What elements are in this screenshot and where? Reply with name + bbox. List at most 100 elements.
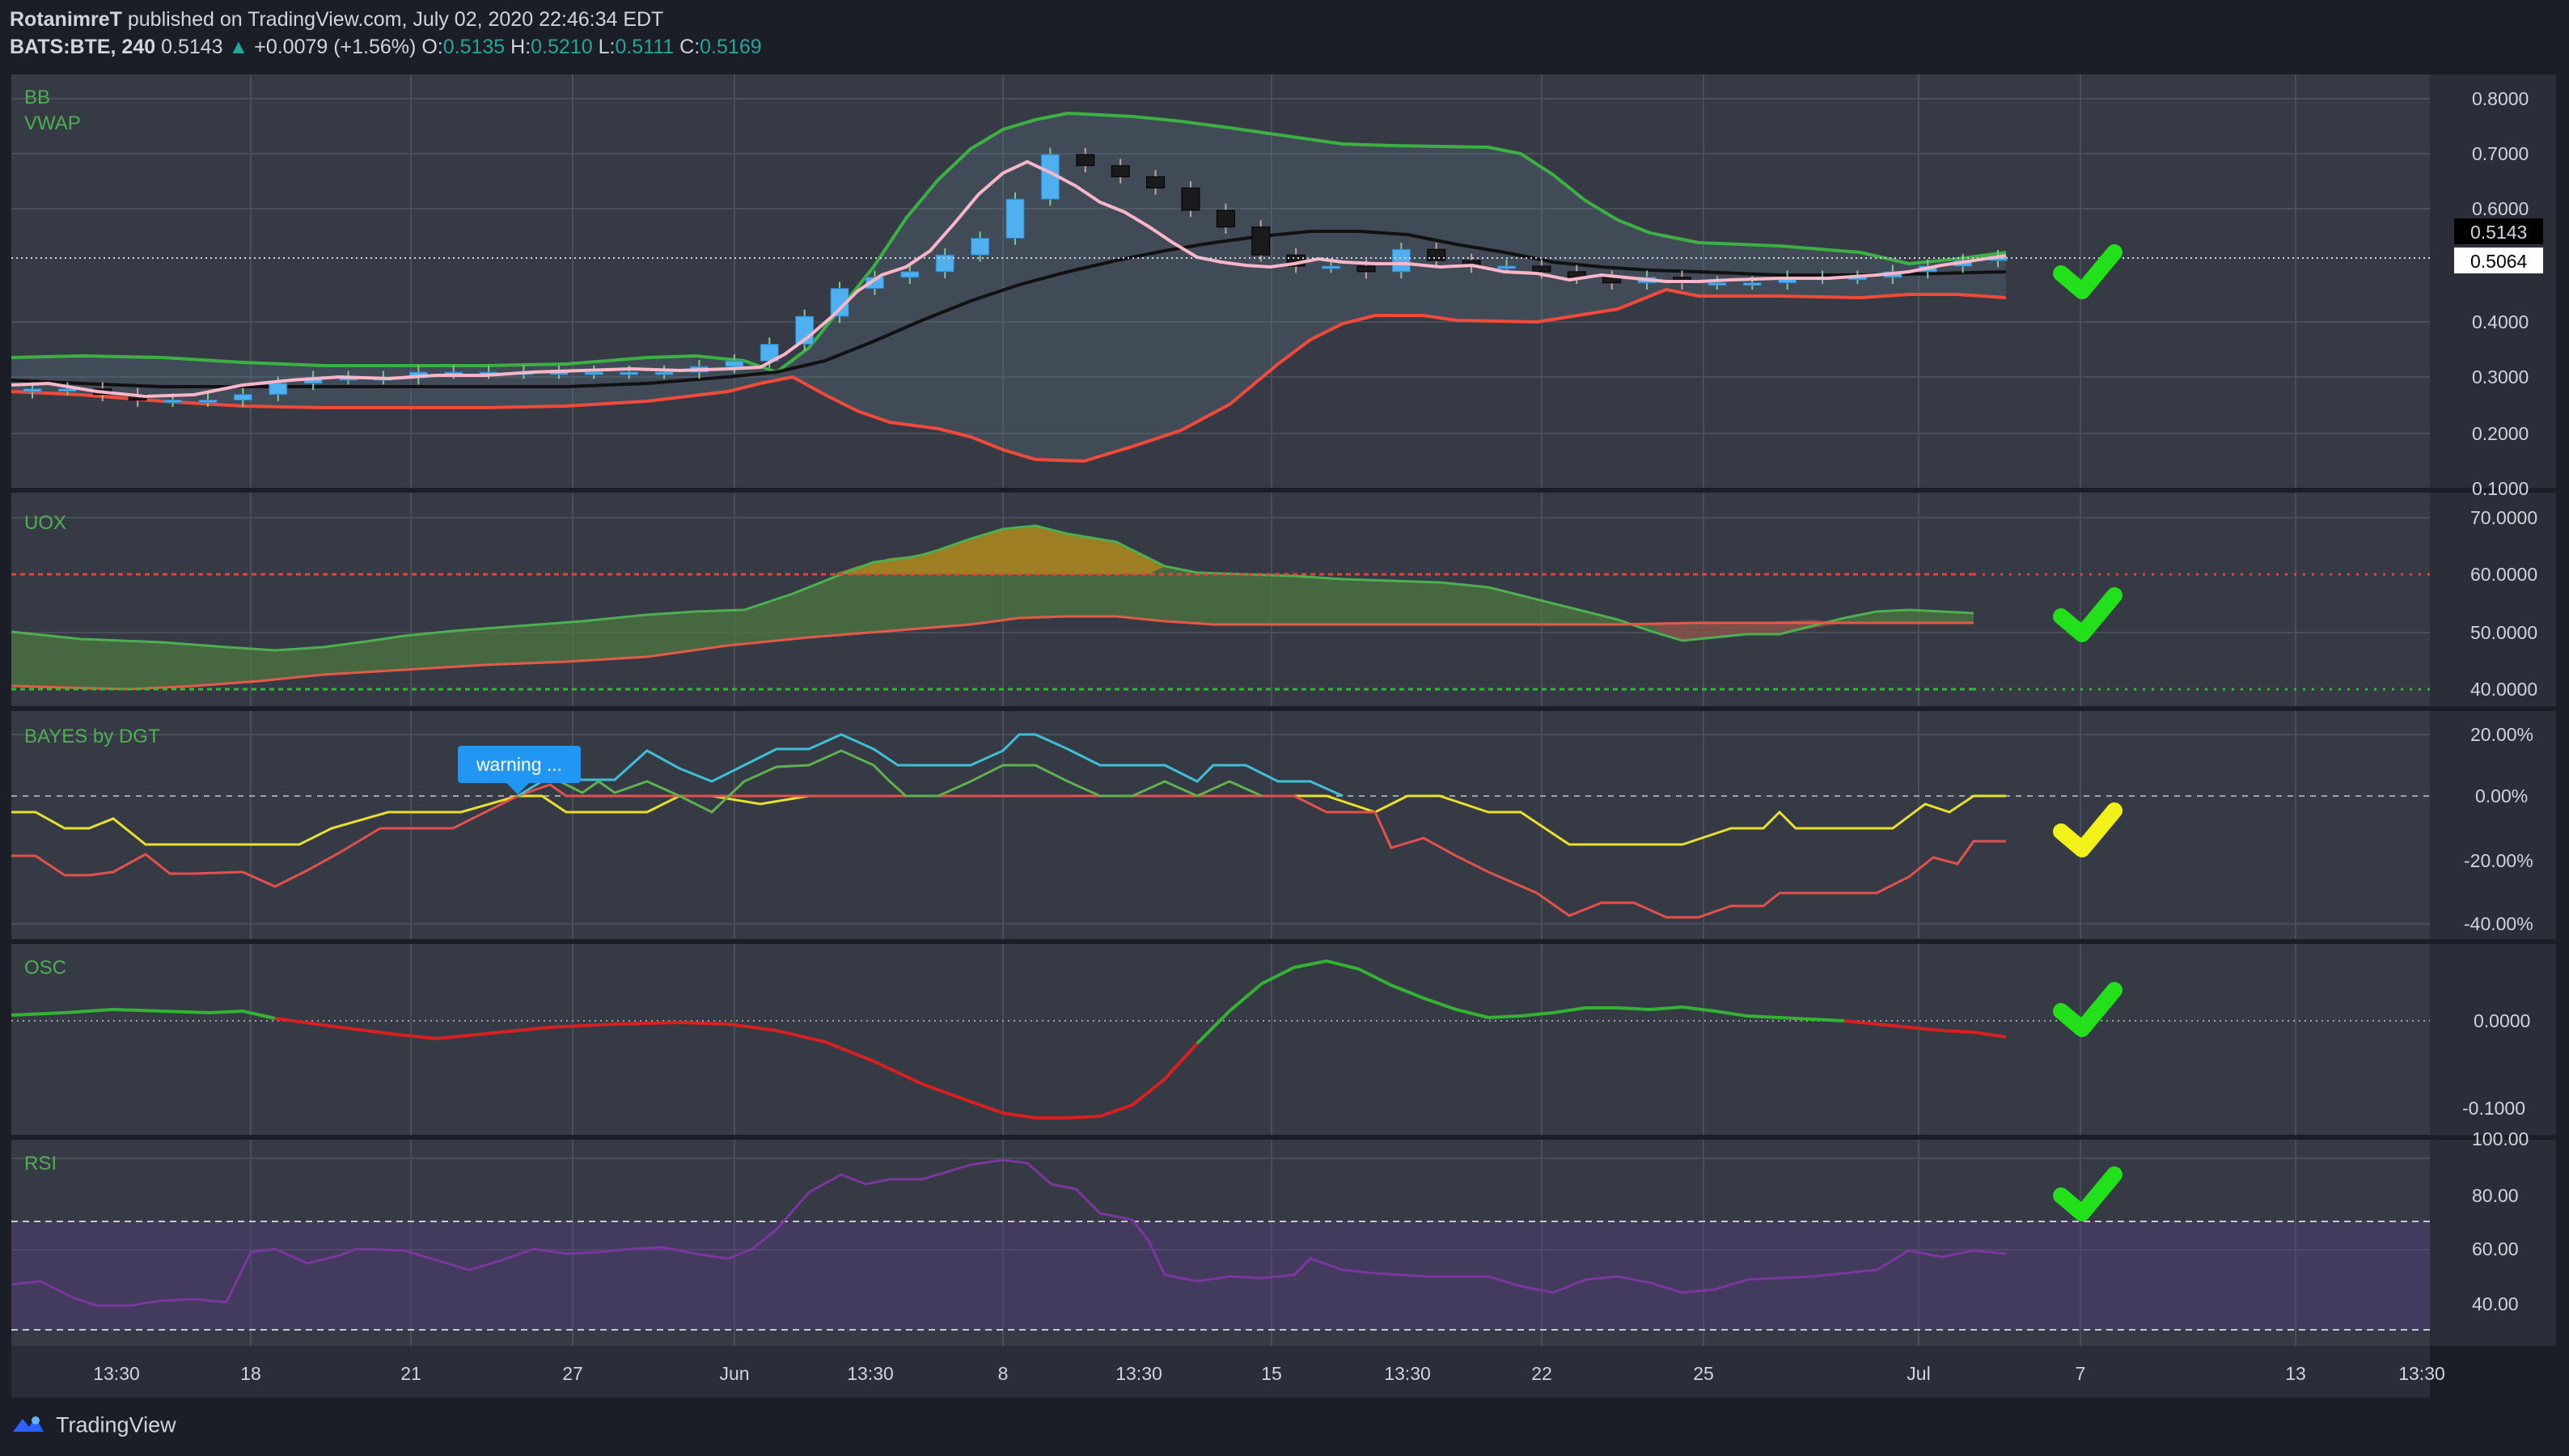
candle-up [163, 400, 183, 404]
rsi-line [11, 1158, 2007, 1307]
candle-down [1532, 265, 1551, 273]
uox-label[interactable]: UOX [24, 512, 66, 534]
bayes-green-line [549, 749, 1263, 814]
svg-text:0.1000: 0.1000 [2472, 478, 2529, 499]
svg-text:18: 18 [240, 1363, 261, 1384]
rsi-label[interactable]: RSI [24, 1153, 57, 1175]
time-scale[interactable] [11, 1346, 2430, 1398]
svg-text:13:30: 13:30 [1384, 1363, 1431, 1384]
candle-up [654, 371, 674, 375]
candle-down [1181, 187, 1200, 211]
svg-text:Jun: Jun [719, 1363, 749, 1384]
checkmark-icon [2053, 244, 2122, 299]
svg-text:15: 15 [1261, 1363, 1282, 1384]
bb-label[interactable]: BB [24, 87, 50, 108]
svg-text:100.00: 100.00 [2472, 1128, 2529, 1149]
candle-up [1708, 282, 1727, 286]
price-axis-ticks: 0.8000 0.7000 0.6000 0.4000 0.3000 0.200… [2472, 88, 2529, 499]
pane-separators[interactable] [11, 488, 2556, 1140]
svg-text:0.0000: 0.0000 [2474, 1010, 2530, 1031]
price-tag-basis: 0.5064 [2454, 248, 2543, 273]
osc-line-red [274, 1017, 1199, 1120]
candle-up [1322, 265, 1341, 269]
svg-text:0.8000: 0.8000 [2472, 88, 2529, 109]
svg-text:0.00%: 0.00% [2475, 785, 2528, 806]
rsi-pane[interactable] [11, 1139, 2430, 1346]
svg-text:0.5143: 0.5143 [2470, 222, 2527, 243]
candle-down [1111, 165, 1130, 178]
svg-text:60.00: 60.00 [2472, 1238, 2519, 1259]
svg-text:0.3000: 0.3000 [2472, 366, 2529, 387]
candle-up [57, 388, 77, 392]
svg-text:40.00: 40.00 [2472, 1293, 2519, 1314]
candlestick-series[interactable] [23, 147, 2008, 407]
price-pane[interactable] [11, 74, 2430, 489]
tradingview-logo-icon [11, 1412, 45, 1441]
symbol-name[interactable]: BATS:BTE, 240 [10, 36, 156, 58]
osc-pane[interactable] [11, 943, 2430, 1136]
osc-axis-ticks: 0.0000 -0.1000 [2462, 1010, 2530, 1119]
svg-text:Jul: Jul [1907, 1363, 1930, 1384]
change-arrow-icon: ▲ [228, 36, 249, 58]
svg-text:13: 13 [2285, 1363, 2306, 1384]
osc-line-red-2 [1843, 1019, 2007, 1039]
rsi-axis-ticks: 100.00 80.00 60.00 40.00 [2472, 1128, 2529, 1314]
uox-fill-green [11, 526, 1974, 689]
candle-up [233, 394, 252, 401]
osc-line-green-1 [11, 1007, 276, 1020]
bayes-cyan-line [517, 733, 1344, 798]
uox-fast-line [11, 524, 1974, 652]
svg-text:-40.00%: -40.00% [2464, 913, 2533, 934]
candle-up [725, 360, 744, 367]
close-value: 0.5169 [700, 36, 762, 58]
bayes-label[interactable]: BAYES by DGT [24, 726, 160, 747]
high-value: 0.5210 [531, 36, 593, 58]
candle-down [1251, 226, 1271, 256]
candle-up [1497, 265, 1516, 269]
checkmark-icon [2053, 1166, 2122, 1221]
warning-annotation[interactable]: warning ... [458, 746, 581, 794]
osc-label[interactable]: OSC [24, 957, 66, 979]
candle-up [620, 371, 639, 375]
svg-text:0.4000: 0.4000 [2472, 311, 2529, 332]
candle-down [1146, 176, 1166, 188]
svg-text:-0.1000: -0.1000 [2462, 1098, 2525, 1119]
vwap-line [11, 159, 2007, 399]
vwap-label[interactable]: VWAP [24, 112, 81, 134]
bb-lower-line [11, 287, 2007, 463]
candle-up [269, 383, 288, 396]
svg-text:70.0000: 70.0000 [2470, 507, 2537, 528]
publish-info: RotanimreT published on TradingView.com,… [10, 8, 663, 32]
candle-up [971, 238, 990, 256]
uox-fill-red [1650, 620, 1844, 641]
svg-text:0.6000: 0.6000 [2472, 198, 2529, 219]
tradingview-brand: TradingView [56, 1412, 176, 1437]
svg-text:13:30: 13:30 [2398, 1363, 2445, 1384]
svg-text:50.0000: 50.0000 [2470, 622, 2537, 643]
candle-up [865, 277, 884, 290]
author-name[interactable]: RotanimreT [10, 8, 122, 31]
candle-up [1391, 248, 1411, 273]
svg-text:27: 27 [562, 1363, 583, 1384]
bayes-pane[interactable] [11, 710, 2430, 940]
candle-up [198, 400, 218, 404]
low-label: L: [598, 36, 616, 58]
tradingview-footer[interactable]: TradingView [11, 1412, 176, 1445]
last-price: 0.5143 [161, 36, 223, 58]
bayes-axis-ticks: 20.00% 0.00% -20.00% -40.00% [2464, 724, 2533, 934]
svg-text:20.00%: 20.00% [2470, 724, 2533, 745]
candle-down [1076, 154, 1095, 167]
high-label: H: [510, 36, 531, 58]
candle-up [935, 254, 954, 273]
publish-text: published on TradingView.com, July 02, 2… [127, 8, 664, 31]
svg-text:25: 25 [1693, 1363, 1714, 1384]
horizontal-grid [11, 98, 2430, 1251]
rsi-band [11, 1221, 2430, 1330]
svg-text:22: 22 [1531, 1363, 1552, 1384]
price-change: +0.0079 (+1.56%) [254, 36, 417, 58]
svg-text:13:30: 13:30 [93, 1363, 140, 1384]
svg-text:-20.00%: -20.00% [2464, 850, 2533, 871]
checkmark-icon [2053, 982, 2122, 1037]
symbol-legend: BATS:BTE, 240 0.5143 ▲ +0.0079 (+1.56%) … [10, 36, 762, 59]
